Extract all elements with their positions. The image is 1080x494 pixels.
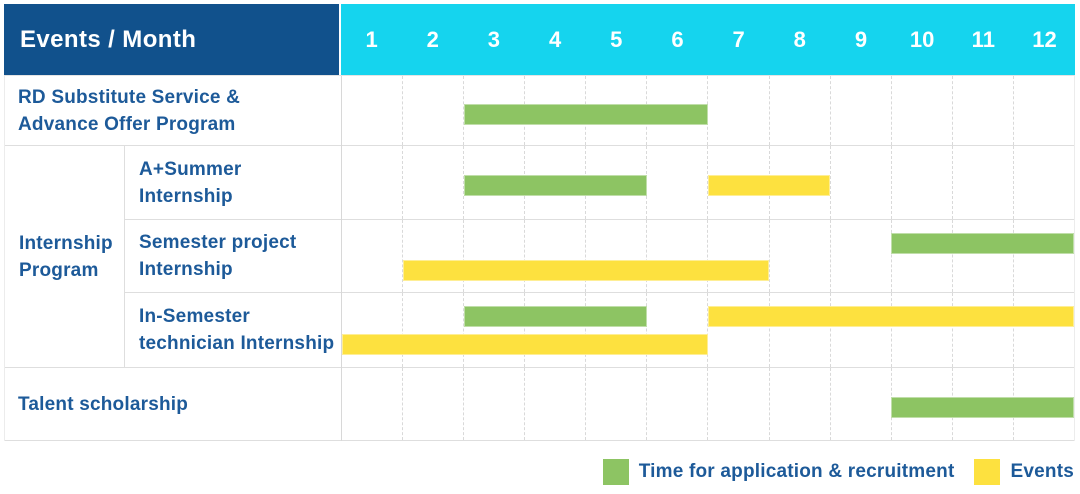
row-label-semester-project: Semester project Internship: [125, 220, 341, 293]
month-grid-cell: [768, 220, 830, 292]
yellow-swatch-icon: [974, 459, 1001, 485]
month-grid-cell: [342, 220, 402, 292]
legend: Time for application & recruitment Event…: [602, 459, 1074, 485]
month-header-cell: 2: [426, 26, 439, 52]
month-grid-cell: [342, 76, 402, 145]
month-header-cell: 11: [971, 26, 995, 52]
month-grid-cell: [585, 368, 646, 440]
month-grid-cell: [463, 146, 524, 219]
month-grid-cell: [463, 293, 524, 367]
month-grid-cell: [524, 220, 585, 292]
month-header-cell: 8: [793, 26, 806, 52]
application-recruitment-bar: [464, 175, 647, 197]
chart-row-rd-substitute: [342, 76, 1074, 146]
month-grid-cell: [1012, 220, 1074, 292]
month-grid-cell: [707, 293, 768, 367]
row-label-rd-substitute: RD Substitute Service & Advance Offer Pr…: [5, 76, 341, 146]
row-label-a-plus-summer: A+Summer Internship: [125, 146, 341, 220]
month-grid-cell: [890, 220, 952, 292]
application-recruitment-bar: [891, 232, 1074, 254]
month-header-cell: 1: [365, 26, 378, 52]
chart-row-a-plus-summer: [342, 146, 1074, 220]
month-grid-cell: [707, 220, 768, 292]
month-grid-cell: [890, 146, 952, 219]
month-grid-cell: [707, 368, 768, 440]
month-header-cell: 9: [854, 26, 868, 52]
month-grid-cell: [768, 293, 830, 367]
chart-row-semester-project: [342, 220, 1074, 293]
month-grid-cell: [707, 146, 768, 219]
month-header-cell: 7: [732, 26, 745, 52]
month-grid-cell: [768, 76, 830, 145]
month-grid-cell: [951, 293, 1013, 367]
green-swatch-icon: [602, 459, 629, 485]
month-grid-cell: [951, 146, 1013, 219]
month-header-cell: 4: [548, 26, 562, 52]
month-grid-cell: [342, 293, 402, 367]
month-grid-cell: [524, 368, 585, 440]
chart-area: [341, 76, 1075, 441]
month-grid-cell: [829, 220, 891, 292]
month-grid-cell: [585, 293, 646, 367]
month-grid-cell: [646, 220, 707, 292]
month-grid-cell: [829, 146, 891, 219]
month-header-cell: 10: [909, 26, 935, 52]
row-label-in-semester-technician: In-Semester technician Internship: [125, 293, 341, 368]
month-header-cell: 5: [610, 26, 623, 52]
month-grid-cell: [1012, 76, 1074, 145]
month-grid-cell: [646, 368, 707, 440]
row-label-column: RD Substitute Service & Advance Offer Pr…: [4, 76, 341, 441]
events-bar: [342, 334, 708, 356]
month-grid-cell: [402, 368, 463, 440]
chart-row-in-semester-technician: [342, 293, 1074, 368]
month-grid-cell: [951, 220, 1013, 292]
gantt-table: Events / Month 1 2 3 4 5 6 7 8 9 10 11 12 RD Substi…: [4, 4, 1075, 441]
month-grid-cell: [829, 293, 891, 367]
month-grid-cell: [890, 76, 952, 145]
legend-label-events: Events: [1010, 461, 1074, 482]
month-grid-cell: [1012, 293, 1074, 367]
month-header-strip: 1 2 3 4 5 6 7 8 9 10 11 12: [341, 4, 1075, 75]
month-grid-cell: [402, 220, 463, 292]
month-header-cell: 6: [671, 26, 684, 52]
month-header-cell: 3: [487, 26, 501, 52]
month-grid-cell: [646, 146, 707, 219]
month-grid-cell: [342, 146, 402, 219]
month-grid-cell: [829, 368, 891, 440]
month-grid-cell: [890, 293, 952, 367]
row-label-talent-scholarship: Talent scholarship: [5, 368, 341, 441]
month-grid-cell: [951, 76, 1013, 145]
month-grid-cell: [342, 368, 402, 440]
events-bar: [708, 305, 1074, 327]
application-recruitment-bar: [464, 305, 647, 327]
month-grid-cell: [402, 76, 463, 145]
legend-item-events: Events: [974, 459, 1074, 485]
month-grid-cell: [829, 76, 891, 145]
month-grid-cell: [707, 76, 768, 145]
month-grid-cell: [463, 220, 524, 292]
month-grid-cell: [768, 368, 830, 440]
month-header-cell: 12: [1032, 26, 1057, 52]
events-bar: [403, 259, 769, 281]
application-recruitment-bar: [891, 396, 1074, 418]
legend-label-application-recruitment: Time for application & recruitment: [638, 461, 955, 482]
month-grid-cell: [463, 76, 524, 145]
events-month-header: Events / Month: [4, 4, 341, 75]
events-bar: [708, 175, 830, 197]
month-grid-cell: [463, 368, 524, 440]
month-grid-cell: [402, 146, 463, 219]
group-label-internship-program: Internship Program: [5, 146, 125, 368]
month-grid-cell: [646, 293, 707, 367]
month-grid-cell: [585, 220, 646, 292]
month-grid-cell: [402, 293, 463, 367]
header-row: Events / Month 1 2 3 4 5 6 7 8 9 10 11 12: [4, 4, 1075, 75]
month-grid-cell: [1012, 146, 1074, 219]
month-grid-cell: [524, 293, 585, 367]
application-recruitment-bar: [464, 103, 708, 125]
chart-row-talent-scholarship: [342, 368, 1074, 441]
table-body: RD Substitute Service & Advance Offer Pr…: [4, 75, 1075, 441]
legend-item-application-recruitment: Time for application & recruitment: [602, 459, 955, 485]
